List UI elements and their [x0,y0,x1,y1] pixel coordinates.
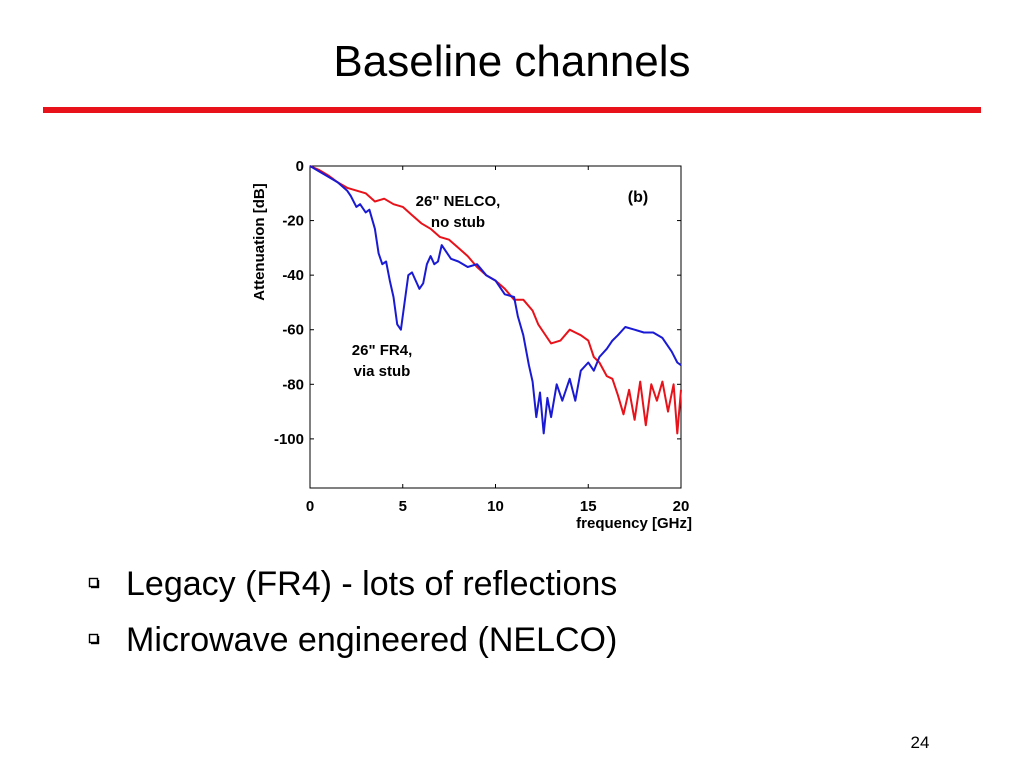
series-lines [309,165,682,435]
attenuation-chart: 0 5 10 15 20 0 -20 -40 -60 -80 -100 frequency [GH… [251,158,692,532]
x-tick-labels: 0 5 10 15 20 [306,498,690,515]
y-axis-label: Attenuation [dB] [251,183,268,300]
y-tick-label: -40 [282,267,304,284]
bullet-item: Legacy (FR4) - lots of reflections [88,556,617,612]
series-line [309,165,682,435]
bullet-item: Microwave engineered (NELCO) [88,612,617,668]
y-tick-labels: 0 -20 -40 -60 -80 -100 [274,158,304,448]
y-tick-label: 0 [296,158,304,175]
series-annotation: 26" FR4, via stub [352,342,412,380]
series-annotation: 26" NELCO, no stub [416,193,501,231]
axis-ticks [309,165,682,488]
panel-label: (b) [628,189,648,206]
series-annotations: 26" NELCO, no stub 26" FR4, via stub [352,193,501,380]
x-tick-label: 5 [399,498,407,515]
series-line [309,165,682,435]
title-rule [43,107,981,113]
bullet-text: Microwave engineered (NELCO) [126,621,618,659]
slide-title: Baseline channels [333,37,691,86]
page-number: 24 [910,733,930,752]
y-tick-label: -80 [282,376,304,393]
bullet-list: Legacy (FR4) - lots of reflections Micro… [88,556,617,668]
hollow-square-icon [88,633,100,645]
x-axis-label: frequency [GHz] [576,515,692,532]
x-tick-label: 0 [306,498,314,515]
y-tick-label: -100 [274,431,304,448]
bullet-text: Legacy (FR4) - lots of reflections [126,565,618,603]
y-tick-label: -20 [282,213,304,230]
y-tick-label: -60 [282,322,304,339]
x-tick-label: 15 [580,498,597,515]
x-tick-label: 20 [673,498,690,515]
hollow-square-icon [88,577,100,589]
x-tick-label: 10 [487,498,504,515]
